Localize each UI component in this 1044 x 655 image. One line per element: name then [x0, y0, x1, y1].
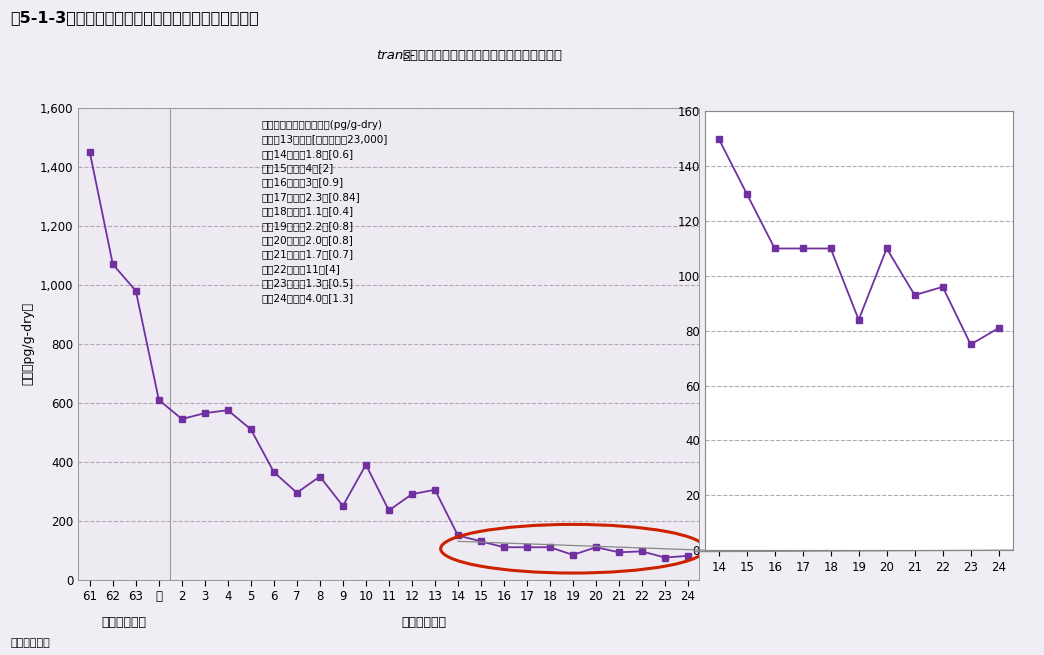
Text: 図5-1-3　クロルデンのモニタリング調査の経年変化: 図5-1-3 クロルデンのモニタリング調査の経年変化 [10, 10, 259, 25]
Text: 資料：環境省: 資料：環境省 [10, 639, 50, 648]
Text: trans-: trans- [376, 49, 414, 62]
Y-axis label: 底質（pg/g-dry）: 底質（pg/g-dry） [21, 303, 34, 385]
Text: クロルデン　底質の経年変化（幾何平均値）: クロルデン 底質の経年変化（幾何平均値） [402, 49, 562, 62]
Text: 底質定量【検出】下限値(pg/g-dry)
～平成13年度　[地点別１～23,000]
平成14年度　1.8　[0.6]
平成15年度　4　[2]
平成16年度: 底質定量【検出】下限値(pg/g-dry) ～平成13年度 [地点別１～23,0… [262, 120, 388, 303]
Text: 平成（年度）: 平成（年度） [401, 616, 446, 629]
Text: 昭和（年度）: 昭和（年度） [102, 616, 147, 629]
